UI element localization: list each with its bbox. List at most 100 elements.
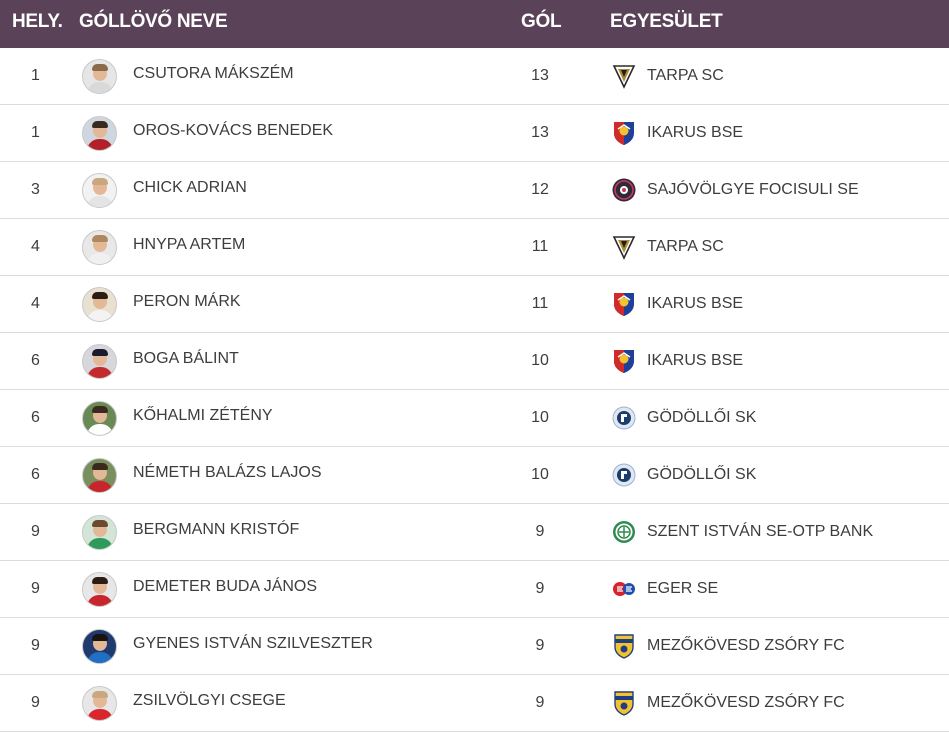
rank-cell: 6 — [31, 352, 40, 369]
table-row: 4 PERON MÁRK 11 IKARUS BSE — [0, 276, 949, 333]
club-cell: IKARUS BSE — [612, 333, 743, 389]
sajovolgye-crest-icon — [612, 177, 636, 203]
avatar-hair — [92, 462, 108, 470]
avatar-shirt — [87, 81, 113, 93]
club-name: GÖDÖLLŐI SK — [647, 409, 757, 426]
player-avatar — [82, 457, 117, 493]
player-name: CSUTORA MÁKSZÉM — [133, 65, 294, 82]
club-cell: TARPA SC — [612, 219, 724, 275]
player-name: KŐHALMI ZÉTÉNY — [133, 407, 273, 424]
goals-cell: 13 — [531, 67, 549, 84]
rank-cell: 3 — [31, 181, 40, 198]
player-name: BERGMANN KRISTÓF — [133, 521, 300, 538]
club-cell: MEZŐKÖVESD ZSÓRY FC — [612, 618, 845, 674]
club-cell: GÖDÖLLŐI SK — [612, 447, 756, 503]
avatar-cell — [82, 276, 119, 332]
club-name: IKARUS BSE — [647, 352, 744, 369]
avatar-shirt — [87, 594, 113, 606]
table-row: 1 CSUTORA MÁKSZÉM 13 TARPA SC — [0, 48, 949, 105]
player-avatar — [82, 115, 117, 151]
club-cell: MEZŐKÖVESD ZSÓRY FC — [612, 675, 845, 731]
avatar-cell — [82, 390, 119, 446]
club-name: MEZŐKÖVESD ZSÓRY FC — [647, 637, 845, 654]
rank-cell: 9 — [31, 580, 40, 597]
player-name: OROS-KOVÁCS BENEDEK — [133, 122, 334, 139]
club-name: IKARUS BSE — [647, 295, 744, 312]
club-cell: TARPA SC — [612, 48, 724, 104]
table-row: 9 BERGMANN KRISTÓF 9 SZENT ISTVÁN SE-OTP BA… — [0, 504, 949, 561]
club-cell: IKARUS BSE — [612, 276, 743, 332]
avatar-shirt — [87, 651, 113, 663]
club-name: IKARUS BSE — [647, 124, 744, 141]
avatar-hair — [92, 690, 108, 698]
table-row: 9 ZSILVÖLGYI CSEGE 9 MEZŐKÖVESD ZSÓRY FC — [0, 675, 949, 732]
player-avatar — [82, 229, 117, 265]
avatar-hair — [92, 519, 108, 527]
player-name: CHICK ADRIAN — [133, 179, 247, 196]
club-name: MEZŐKÖVESD ZSÓRY FC — [647, 694, 845, 711]
avatar-cell — [82, 333, 119, 389]
table-row: 9 GYENES ISTVÁN SZILVESZTER 9 MEZŐKÖVESD ZS… — [0, 618, 949, 675]
table-header: HELY. GÓLLÖVŐ NEVE GÓL EGYESÜLET — [0, 0, 949, 48]
avatar-cell — [82, 561, 119, 617]
player-name: HNYPA ARTEM — [133, 236, 246, 253]
avatar-hair — [92, 633, 108, 641]
rank-cell: 6 — [31, 409, 40, 426]
rank-cell: 9 — [31, 694, 40, 711]
avatar-shirt — [87, 138, 113, 150]
godolloi-crest-icon — [612, 405, 636, 431]
avatar-hair — [92, 348, 108, 356]
table-row: 6 NÉMETH BALÁZS LAJOS 10 GÖDÖLLŐI SK — [0, 447, 949, 504]
rank-cell: 9 — [31, 523, 40, 540]
avatar-shirt — [87, 423, 113, 435]
goals-cell: 12 — [531, 181, 549, 198]
table-row: 4 HNYPA ARTEM 11 TARPA SC — [0, 219, 949, 276]
rank-cell: 1 — [31, 124, 40, 141]
rank-cell: 1 — [31, 67, 40, 84]
ikarus-crest-icon — [612, 120, 636, 146]
avatar-shirt — [87, 366, 113, 378]
player-name: NÉMETH BALÁZS LAJOS — [133, 464, 322, 481]
avatar-hair — [92, 405, 108, 413]
player-name: PERON MÁRK — [133, 293, 241, 310]
goals-cell: 10 — [531, 409, 549, 426]
ikarus-crest-icon — [612, 291, 636, 317]
goals-cell: 11 — [531, 295, 549, 312]
goals-cell: 10 — [531, 352, 549, 369]
table-row: 6 KŐHALMI ZÉTÉNY 10 GÖDÖLLŐI SK — [0, 390, 949, 447]
goals-cell: 10 — [531, 466, 549, 483]
avatar-cell — [82, 105, 119, 161]
avatar-shirt — [87, 537, 113, 549]
player-avatar — [82, 571, 117, 607]
player-name: ZSILVÖLGYI CSEGE — [133, 692, 286, 709]
mezokovesd-crest-icon — [612, 690, 636, 716]
avatar-cell — [82, 447, 119, 503]
club-name: SAJÓVÖLGYE FOCISULI SE — [647, 181, 859, 198]
table-row: 3 CHICK ADRIAN 12 SAJÓVÖLGYE FOCISULI SE — [0, 162, 949, 219]
player-name: DEMETER BUDA JÁNOS — [133, 578, 318, 595]
avatar-shirt — [87, 480, 113, 492]
eger-se-crest-icon — [612, 576, 636, 602]
player-avatar — [82, 286, 117, 322]
table-row: 6 BOGA BÁLINT 10 IKARUS BSE — [0, 333, 949, 390]
table-body: 1 CSUTORA MÁKSZÉM 13 TARPA SC 1 OROS-KOVÁCS B… — [0, 48, 949, 732]
player-avatar — [82, 400, 117, 436]
avatar-hair — [92, 234, 108, 242]
avatar-hair — [92, 120, 108, 128]
mezokovesd-crest-icon — [612, 633, 636, 659]
player-avatar — [82, 172, 117, 208]
avatar-shirt — [87, 708, 113, 720]
rank-cell: 9 — [31, 637, 40, 654]
ikarus-crest-icon — [612, 348, 636, 374]
avatar-shirt — [87, 309, 113, 321]
avatar-cell — [82, 48, 119, 104]
goals-cell: 9 — [535, 523, 545, 540]
avatar-cell — [82, 219, 119, 275]
avatar-cell — [82, 504, 119, 560]
tarpa-crest-icon — [612, 234, 636, 260]
szent-istvan-crest-icon — [612, 519, 636, 545]
player-avatar — [82, 628, 117, 664]
club-cell: GÖDÖLLŐI SK — [612, 390, 756, 446]
header-club: EGYESÜLET — [610, 11, 723, 32]
